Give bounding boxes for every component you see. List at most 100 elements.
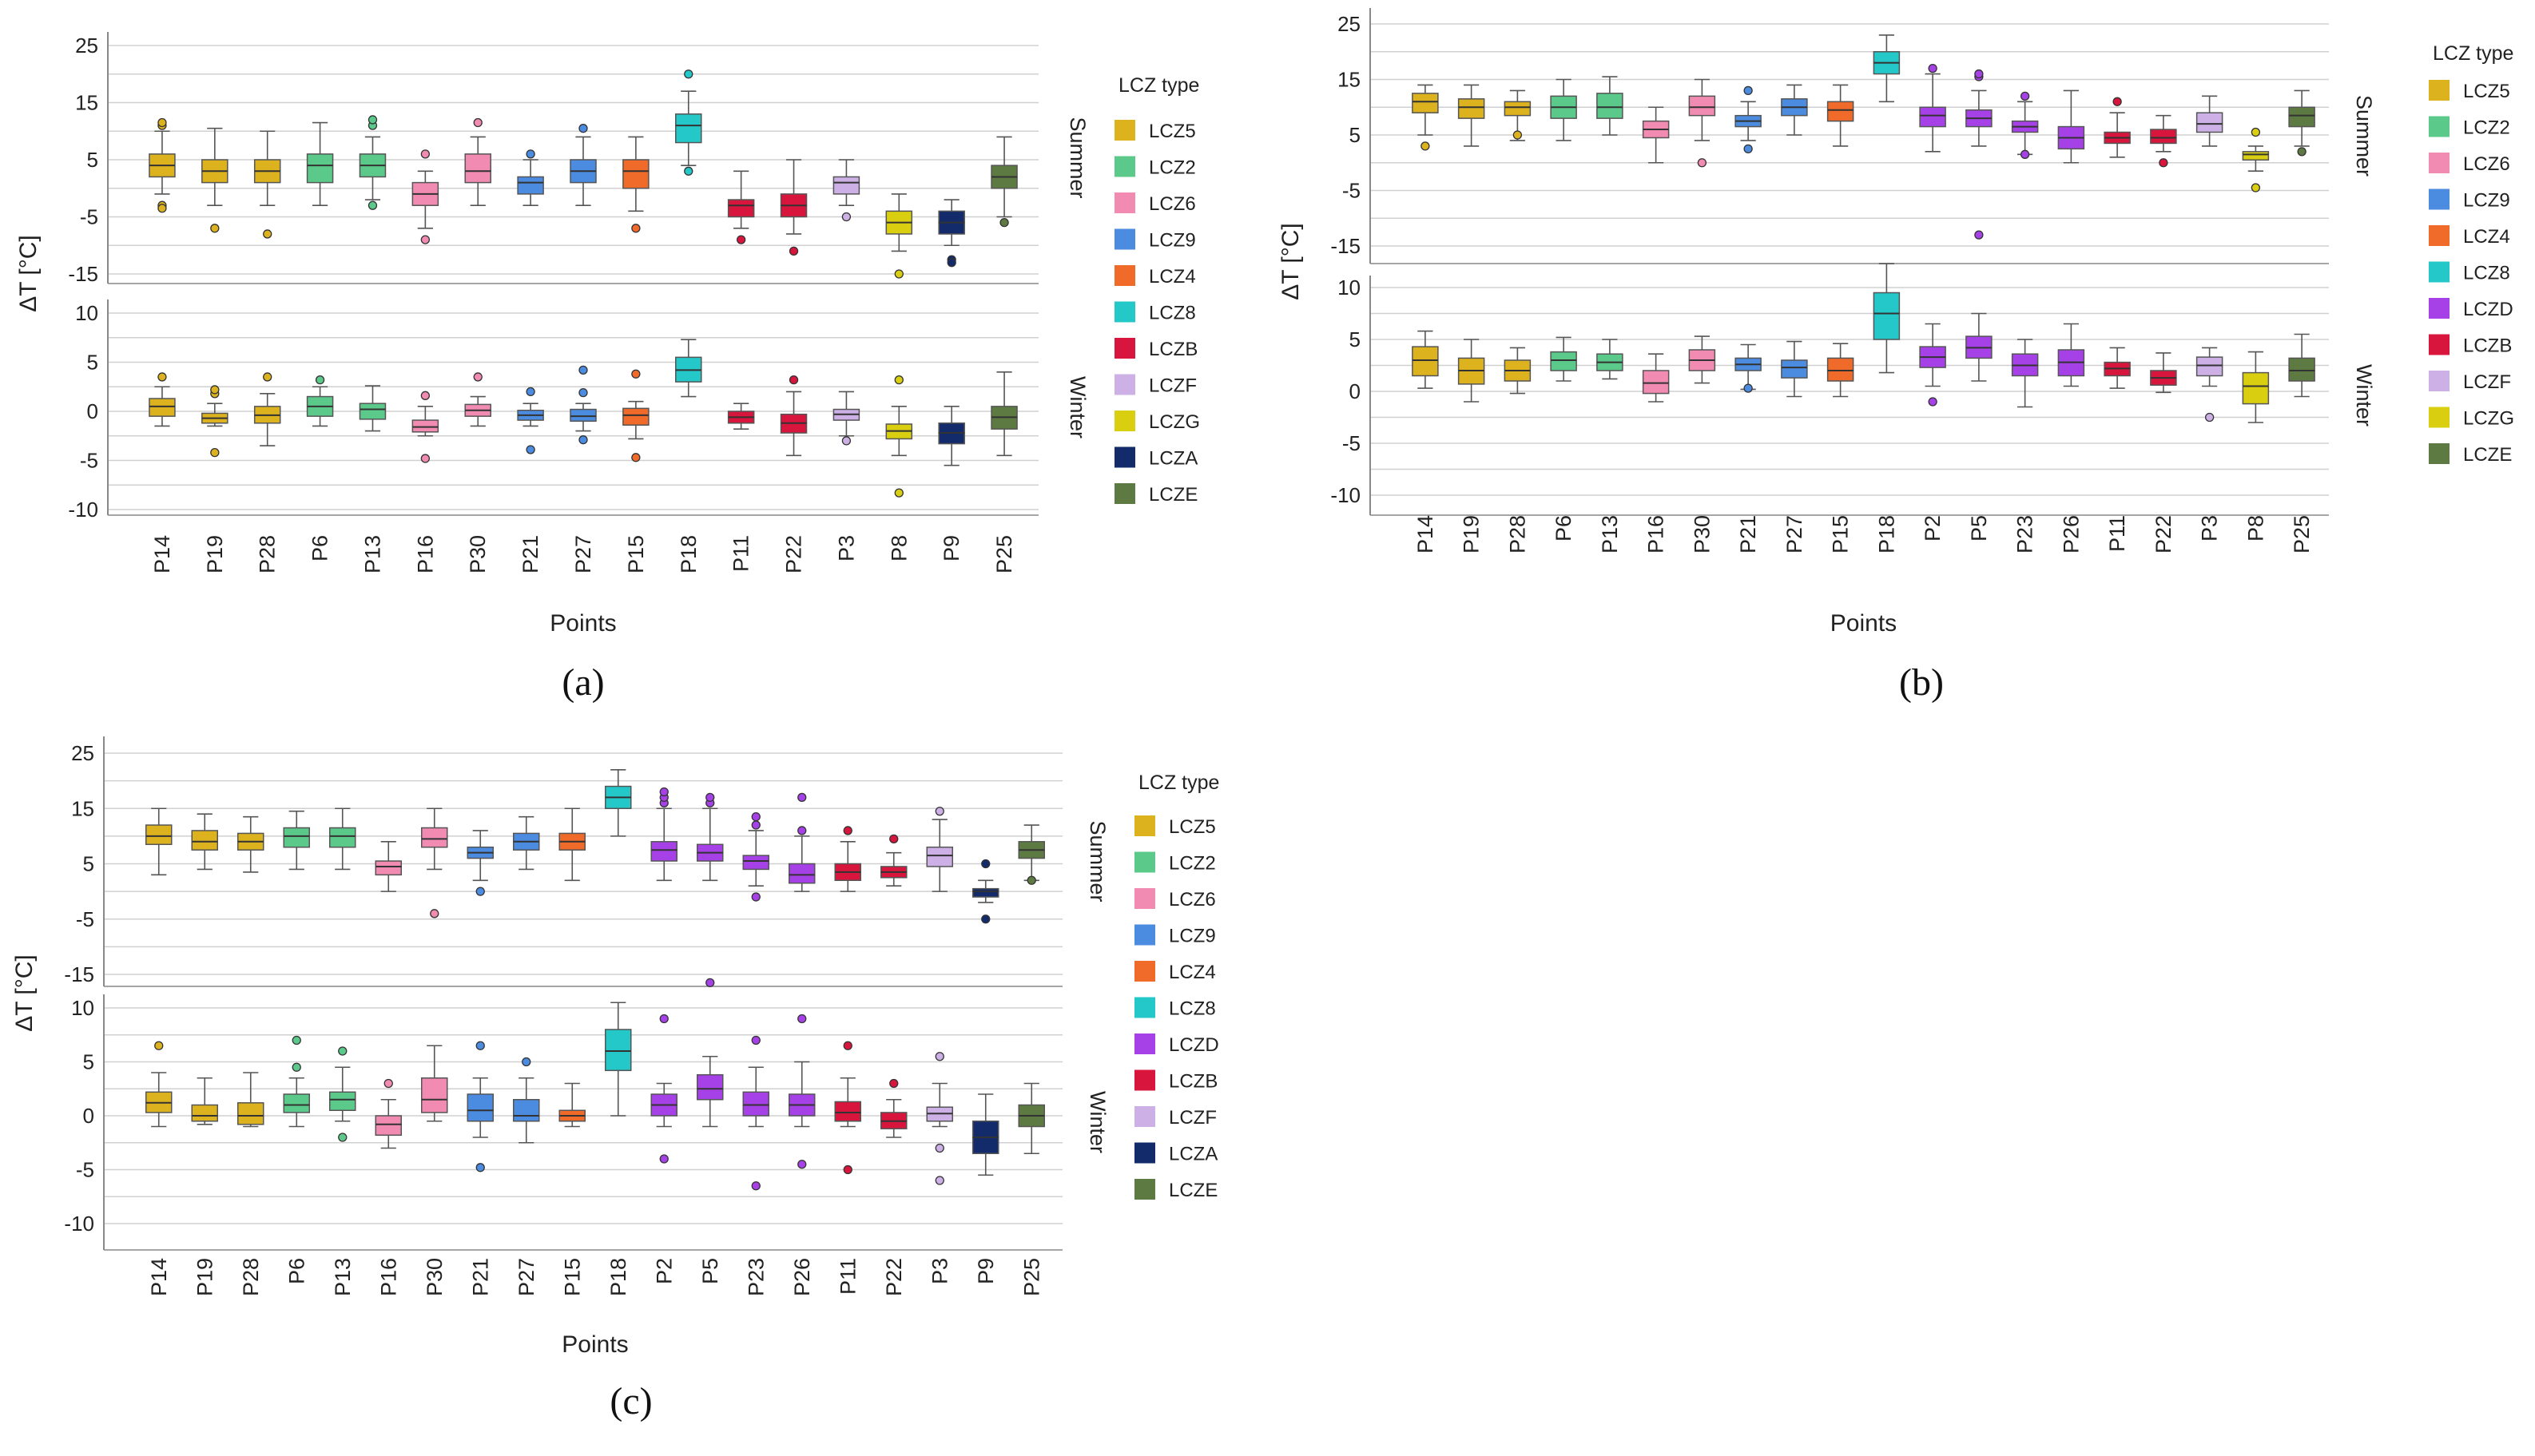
y-tick-label: 10 <box>71 996 94 1020</box>
x-tick-label: P21 <box>519 535 542 573</box>
legend-label: LCZD <box>2463 299 2513 320</box>
box-iqr <box>411 419 439 433</box>
y-tick-label: 5 <box>87 148 98 172</box>
box-iqr <box>306 153 334 184</box>
x-tick-label: P6 <box>284 1258 308 1284</box>
outlier-point <box>315 375 325 385</box>
box-p9 <box>938 199 965 268</box>
x-tick-label: P22 <box>882 1258 906 1296</box>
box-p18 <box>1873 34 1901 103</box>
x-tick-label: P14 <box>150 535 174 573</box>
box-p22 <box>880 1078 908 1138</box>
box-iqr <box>2242 371 2270 405</box>
box-p22 <box>780 375 808 457</box>
x-tick-label: P16 <box>1644 515 1668 553</box>
legend-label: LCZ5 <box>1149 121 1196 142</box>
box-p6 <box>1550 336 1577 382</box>
x-tick-label: P23 <box>744 1258 768 1296</box>
outlier-point <box>894 488 904 498</box>
box-p27 <box>513 1057 540 1144</box>
x-tick-label: P3 <box>2198 515 2222 542</box>
chart-panel-2: ΔT [°C] 25 15 5 -5 -15 Summer 10 5 0 -5 -10 Winter P1… <box>1277 8 2514 704</box>
box-p16 <box>411 391 439 463</box>
box-iqr <box>2242 151 2270 161</box>
box-iqr <box>329 827 356 848</box>
legend-swatch <box>1115 374 1135 395</box>
box-iqr <box>517 176 544 195</box>
box-iqr <box>2288 357 2315 382</box>
box-iqr <box>375 860 402 876</box>
outlier-point <box>578 365 588 375</box>
legend-swatch <box>1115 483 1135 504</box>
outlier-point <box>1974 230 1984 240</box>
box-p2 <box>1919 323 1946 407</box>
outlier-point <box>843 1164 852 1175</box>
outlier-point <box>797 792 807 803</box>
box-p6 <box>283 810 310 871</box>
legend-label: LCZE <box>1169 1180 1218 1201</box>
season-label: Summer <box>2352 95 2376 177</box>
x-tick-label: P30 <box>423 1258 447 1296</box>
legend-label: LCZ6 <box>1169 889 1216 910</box>
outlier-point <box>935 1143 944 1153</box>
box-iqr <box>742 855 769 871</box>
outlier-point <box>981 914 991 924</box>
y-tick-label: -5 <box>1342 431 1361 455</box>
box-iqr <box>2288 106 2315 128</box>
box-p3 <box>832 159 860 222</box>
box-p28 <box>1504 347 1532 395</box>
outlier-point <box>843 826 852 835</box>
legend-label: LCZD <box>1169 1034 1219 1056</box>
x-tick-label: P30 <box>466 535 490 573</box>
outlier-point <box>999 217 1009 228</box>
legend: LCZ type LCZ5 LCZ2 LCZ6 LCZ9 LCZ4 LCZ8 LCZD LCZB… <box>2429 42 2514 466</box>
outlier-point <box>263 372 272 382</box>
y-axis-title: ΔT [°C] <box>1277 223 1304 300</box>
box-p8 <box>2242 127 2270 192</box>
box-iqr <box>834 1101 861 1122</box>
box-iqr <box>2195 112 2223 133</box>
x-tick-label: P19 <box>1460 515 1484 553</box>
box-p28 <box>1504 89 1532 141</box>
box-p21 <box>517 149 544 207</box>
box-iqr <box>2195 356 2223 377</box>
outlier-point <box>843 1041 852 1050</box>
box-p16 <box>1642 353 1670 403</box>
box-p14 <box>145 1041 173 1128</box>
outlier-point <box>292 1035 301 1045</box>
outlier-point <box>338 1046 348 1056</box>
legend-swatch <box>1134 924 1155 946</box>
legend-label: LCZ9 <box>2463 190 2510 212</box>
box-iqr <box>1873 292 1901 340</box>
box-p21 <box>1734 343 1762 393</box>
box-iqr <box>1457 98 1485 119</box>
outlier-point <box>1974 69 1984 79</box>
outlier-point <box>292 1062 301 1072</box>
x-tick-label: P15 <box>624 535 648 573</box>
legend: LCZ type LCZ5 LCZ2 LCZ6 LCZ9 LCZ4 LCZ8 LCZB LCZF… <box>1115 74 1200 506</box>
box-p11 <box>727 170 755 244</box>
legend: LCZ type LCZ5 LCZ2 LCZ6 LCZ9 LCZ4 LCZ8 LCZD LCZB… <box>1134 772 1219 1201</box>
outlier-point <box>935 1176 944 1185</box>
legend-label: LCZA <box>1149 448 1198 470</box>
box-p14 <box>1412 84 1439 151</box>
outlier-point <box>797 1014 807 1024</box>
legend-swatch <box>1115 228 1135 250</box>
outlier-point <box>2020 91 2030 101</box>
legend-label: LCZE <box>2463 444 2512 466</box>
outlier-point <box>383 1078 393 1089</box>
legend-swatch <box>1115 265 1135 286</box>
box-iqr <box>972 887 999 898</box>
y-tick-label: -5 <box>1342 179 1361 203</box>
outlier-point <box>157 117 167 128</box>
box-p9 <box>972 859 999 924</box>
box-p25 <box>2288 89 2315 157</box>
box-iqr <box>237 1102 264 1125</box>
box-p5 <box>697 1055 724 1128</box>
x-tick-label: P3 <box>834 535 858 561</box>
x-tick-label: P9 <box>974 1258 998 1284</box>
box-p28 <box>253 130 281 239</box>
x-tick-label: P18 <box>1874 515 1898 553</box>
x-tick-label: P27 <box>1782 515 1806 553</box>
box-p16 <box>1642 106 1670 164</box>
